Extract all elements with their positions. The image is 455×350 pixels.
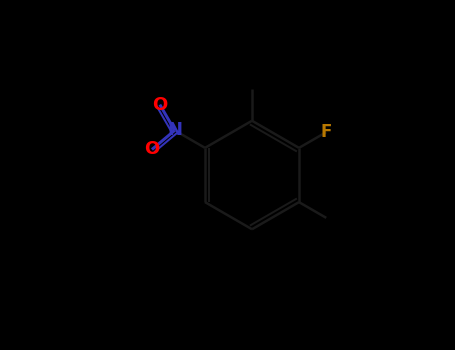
Text: N: N bbox=[167, 121, 182, 139]
Text: F: F bbox=[321, 123, 332, 141]
Text: O: O bbox=[144, 140, 160, 159]
Text: O: O bbox=[152, 96, 167, 114]
